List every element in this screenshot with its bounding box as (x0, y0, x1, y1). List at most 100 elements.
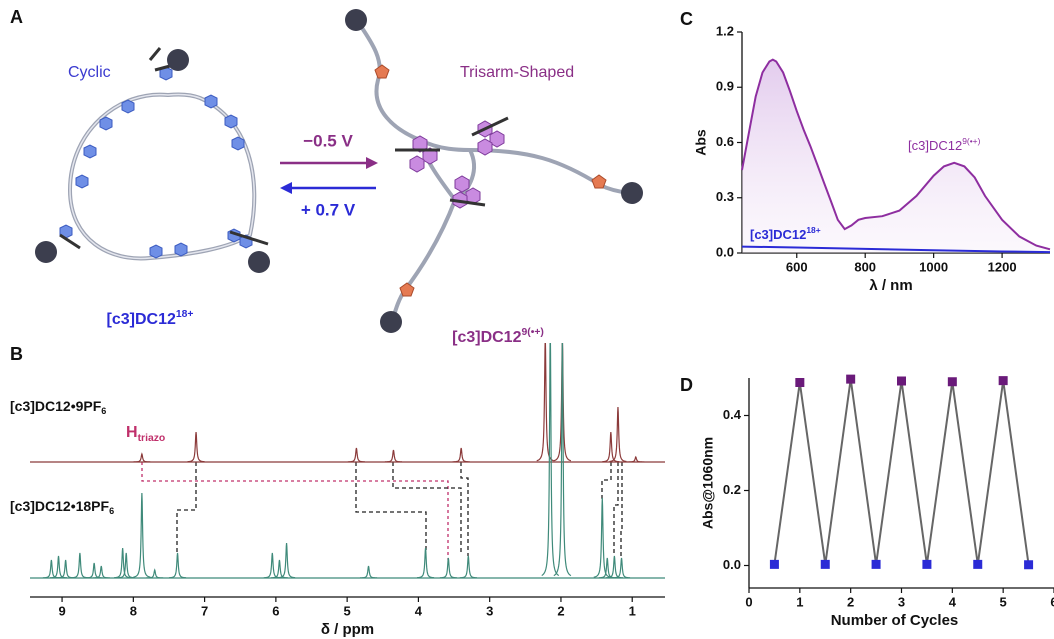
nmr-peak (553, 343, 572, 577)
peak-annotation: Htriazo (126, 424, 165, 444)
nmr-peak (384, 449, 403, 463)
trisarm-molecule (345, 9, 643, 333)
nmr-peak (187, 431, 205, 463)
peak-annotation-part: H (126, 424, 138, 441)
panel-label: B (10, 344, 23, 364)
nmr-peak (49, 555, 68, 579)
nmr-peak (605, 555, 623, 579)
spectrum-line (741, 245, 1051, 254)
nmr-peak (541, 343, 560, 577)
y-tick-label: 0.4 (723, 407, 742, 422)
nmr-peak (270, 559, 289, 579)
nmr-peak (602, 431, 620, 463)
y-tick-label: 0.3 (716, 189, 734, 204)
y-tick-label: 0.6 (716, 134, 734, 149)
label-cyclic: Cyclic (68, 64, 111, 81)
compound-label-part: [c3]DC12 (452, 329, 521, 346)
spectrum-label: [c3]DC12•18PF6 (10, 498, 114, 517)
x-tick-label: 1200 (988, 259, 1017, 274)
spectrum-label-part: 6 (101, 406, 106, 416)
compound-label-part: 18+ (176, 309, 194, 320)
marker (973, 559, 983, 569)
nmr-peak (627, 455, 645, 463)
cycle-line (773, 378, 1030, 565)
nmr-peak (459, 555, 477, 579)
marker (897, 376, 906, 386)
marker (1024, 560, 1034, 570)
area (742, 59, 1050, 253)
nmr-peak (553, 343, 572, 462)
y-axis-label: Abs@1060nm (700, 437, 716, 529)
series-label-part: [c3]DC12 (750, 227, 806, 242)
marker (947, 377, 957, 387)
label-trisarm: Trisarm-Shaped (460, 64, 574, 81)
nmr-peak (133, 492, 151, 578)
x-tick-label: 2 (557, 603, 564, 618)
nmr-peak (117, 552, 135, 579)
spectrum-label-part: [c3]DC12•9PF (10, 398, 102, 414)
x-tick-label: 800 (854, 259, 876, 274)
compound-label: [c3]DC129(•+) (452, 327, 544, 346)
panel-label: A (10, 7, 23, 27)
x-tick-label: 3 (486, 603, 493, 618)
compound-label-part: 9(•+) (521, 327, 543, 338)
arrow-head (280, 182, 292, 194)
spectrum-label-part: 6 (109, 506, 114, 516)
spectrum-line (741, 58, 1051, 251)
marker (795, 378, 805, 387)
peak-annotation-part: triazo (138, 433, 166, 444)
x-tick-label: 6 (1050, 594, 1054, 609)
x-tick-label: 4 (949, 594, 957, 609)
nmr-peak (359, 565, 378, 579)
x-tick-label: 7 (201, 603, 208, 618)
series-label-part: [c3]DC12 (908, 138, 962, 153)
x-tick-label: 1 (629, 603, 636, 618)
panel-label: D (680, 375, 693, 395)
series-label: [c3]DC1218+ (750, 225, 821, 242)
nmr-peak (146, 568, 164, 579)
series-label-part: 18+ (806, 225, 820, 235)
spectra (30, 343, 665, 579)
y-axis-label: Abs (693, 129, 709, 156)
spectrum-label-part: [c3]DC12•18PF (10, 498, 110, 514)
cyclic-molecule (35, 47, 270, 273)
nmr-peak (85, 562, 103, 579)
nmr-peak (347, 447, 365, 463)
panel-label: C (680, 9, 693, 29)
nmr-peak (609, 406, 627, 463)
potential-backward: + 0.7 V (301, 200, 356, 219)
x-axis-label: δ / ppm (321, 621, 374, 638)
nmr-peak (593, 497, 611, 578)
x-tick-label: 1000 (919, 259, 948, 274)
x-tick-label: 5 (344, 603, 351, 618)
nmr-peak (277, 542, 296, 579)
marker (998, 376, 1008, 386)
series-label-part: 9(•+) (962, 136, 980, 146)
marker (846, 374, 856, 384)
potential-forward: −0.5 V (303, 131, 353, 150)
nmr-peak (612, 557, 631, 579)
x-tick-label: 2 (847, 594, 854, 609)
arrow-head (366, 157, 378, 169)
nmr-peak (133, 452, 151, 463)
x-axis-label: Number of Cycles (831, 612, 959, 629)
x-tick-label: 9 (58, 603, 65, 618)
marker (769, 559, 779, 569)
x-tick-label: 8 (130, 603, 137, 618)
nmr-peak (92, 565, 110, 579)
series-label: [c3]DC129(•+) (908, 136, 981, 153)
x-tick-label: 5 (1000, 594, 1007, 609)
y-tick-label: 0.0 (716, 244, 734, 259)
compound-label: [c3]DC1218+ (107, 309, 194, 328)
spectrum-label: [c3]DC12•9PF6 (10, 398, 106, 417)
compound-label-part: [c3]DC12 (107, 311, 176, 328)
y-tick-label: 0.0 (723, 557, 741, 572)
nmr-peak (439, 557, 457, 579)
x-axis-label: λ / nm (869, 277, 912, 294)
nmr-peak (416, 547, 435, 579)
y-tick-label: 0.2 (723, 482, 741, 497)
x-tick-label: 6 (272, 603, 279, 618)
x-tick-label: 600 (786, 259, 808, 274)
marker (820, 559, 830, 569)
